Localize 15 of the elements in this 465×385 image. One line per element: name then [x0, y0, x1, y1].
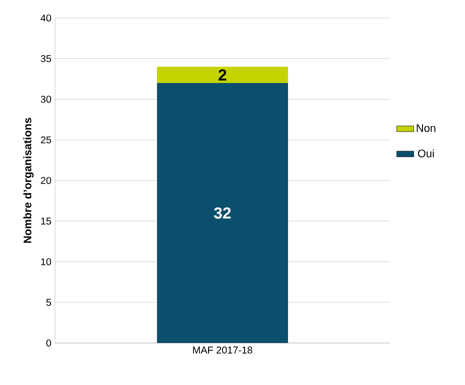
legend-label: Oui [418, 149, 434, 158]
y-tick-label: 5 [46, 298, 52, 306]
y-tick-label: 35 [40, 55, 52, 62]
y-tick-label: 40 [40, 14, 52, 22]
y-tick-label: 15 [41, 218, 52, 225]
y-tick-label: 25 [40, 136, 52, 144]
y-tick-label: 30 [40, 96, 52, 103]
y-tick-label: 0 [46, 339, 52, 347]
data-label: 32 [214, 207, 231, 219]
data-label: 2 [218, 69, 226, 80]
x-tick-label: MAF 2017-18 [193, 346, 252, 354]
y-tick-label: 20 [40, 176, 52, 184]
y-axis-title: Nombre d’organisations [23, 118, 34, 243]
legend-label: Non [416, 124, 436, 132]
y-tick-label: 10 [41, 258, 52, 266]
